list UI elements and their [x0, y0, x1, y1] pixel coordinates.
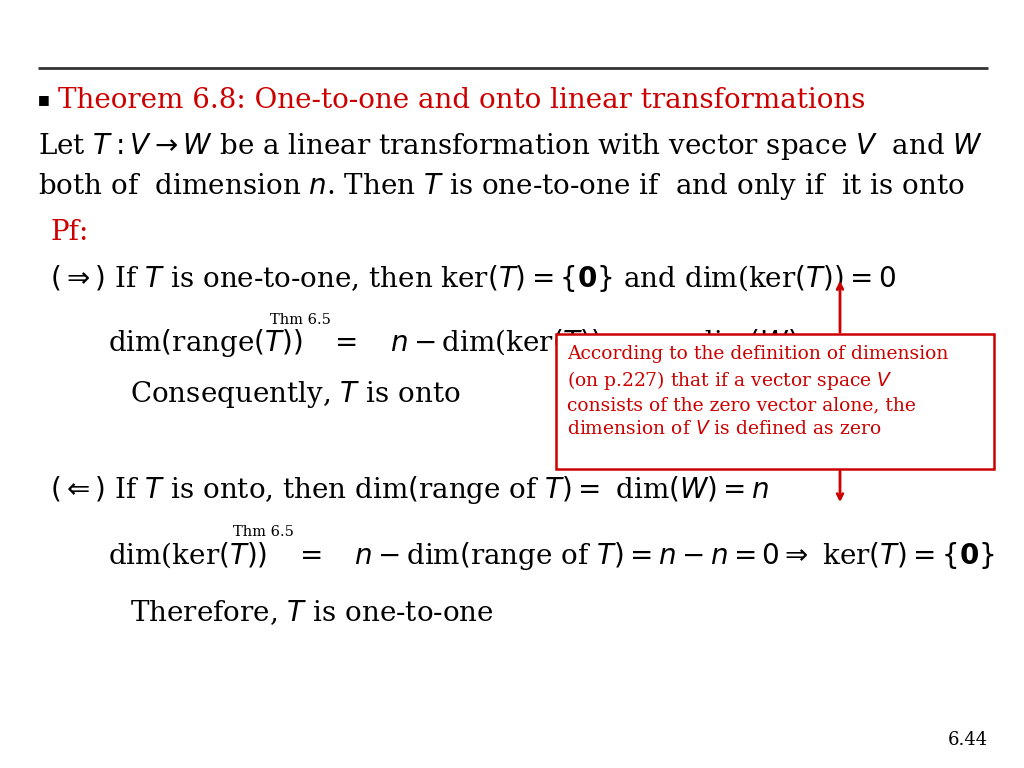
Text: dim(ker$(T))$   $=$   $n-$dim$($range of $T)=n-n=0\Rightarrow$ ker$(T)=\{\mathbf: dim(ker$(T))$ $=$ $n-$dim$($range of $T)…	[108, 540, 994, 572]
Text: Therefore, $T$ is one-to-one: Therefore, $T$ is one-to-one	[130, 598, 494, 627]
FancyBboxPatch shape	[556, 334, 994, 469]
Text: 6.44: 6.44	[948, 731, 988, 749]
Text: dim$($range$(T))$   $=$   $n-$dim(ker$(T))=n=$ dim$(W)$: dim$($range$(T))$ $=$ $n-$dim(ker$(T))=n…	[108, 327, 798, 359]
Text: Consequently, $T$ is onto: Consequently, $T$ is onto	[130, 379, 461, 409]
Text: Thm 6.5: Thm 6.5	[232, 525, 294, 539]
Text: Theorem 6.8: One-to-one and onto linear transformations: Theorem 6.8: One-to-one and onto linear …	[58, 87, 865, 114]
Text: Pf:: Pf:	[50, 220, 88, 247]
Text: both of  dimension $n$. Then $T$ is one-to-one if  and only if  it is onto: both of dimension $n$. Then $T$ is one-t…	[38, 171, 965, 203]
Text: Thm 6.5: Thm 6.5	[269, 313, 331, 327]
Text: According to the definition of dimension
(on p.227) that if a vector space $V$
c: According to the definition of dimension…	[567, 345, 948, 438]
Text: $(\Rightarrow)$ If $T$ is one-to-one, then ker$(T)=\{\mathbf{0}\}$ and dim(ker$(: $(\Rightarrow)$ If $T$ is one-to-one, th…	[50, 263, 896, 293]
Text: $(\Leftarrow)$ If $T$ is onto, then dim$($range of $T)=$ dim$(W)=n$: $(\Leftarrow)$ If $T$ is onto, then dim$…	[50, 474, 769, 506]
Text: ■: ■	[38, 94, 50, 107]
Text: Let $T:V\rightarrow W$ be a linear transformation with vector space $V$  and $W$: Let $T:V\rightarrow W$ be a linear trans…	[38, 131, 983, 161]
